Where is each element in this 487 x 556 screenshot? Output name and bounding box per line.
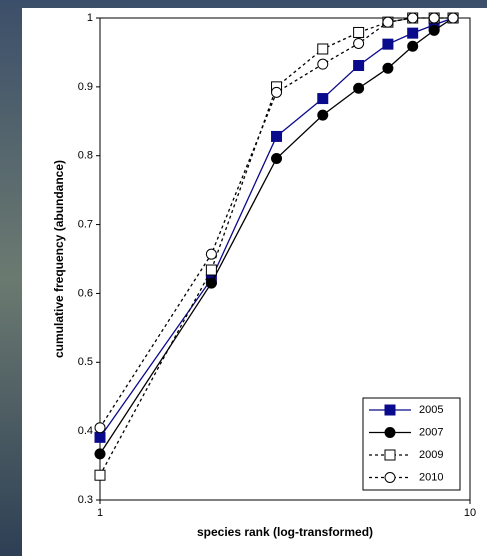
- data-point: [428, 12, 440, 24]
- legend-label: 2007: [419, 426, 443, 438]
- data-point: [353, 82, 365, 94]
- data-point: [271, 152, 283, 164]
- y-tick-label: 0.5: [78, 356, 93, 368]
- y-tick-label: 1: [87, 12, 93, 24]
- data-point: [271, 86, 283, 98]
- y-tick-label: 0.8: [78, 150, 93, 162]
- legend-marker: [384, 404, 396, 416]
- data-point: [353, 60, 365, 72]
- data-point: [271, 130, 283, 142]
- data-point: [382, 38, 394, 50]
- legend-box: [362, 397, 461, 491]
- legend-marker: [384, 427, 396, 438]
- data-point: [94, 422, 106, 434]
- legend-marker: [384, 449, 396, 461]
- data-point: [382, 16, 394, 28]
- x-axis-label: species rank (log-transformed): [197, 525, 373, 539]
- data-point: [407, 27, 419, 39]
- y-tick-label: 0.4: [78, 425, 93, 437]
- legend-label: 2005: [419, 404, 443, 416]
- y-axis-label: cumulative frequency (abundance): [52, 160, 66, 358]
- data-point: [447, 12, 459, 24]
- x-tick-label: 10: [464, 507, 476, 519]
- data-point: [407, 40, 419, 52]
- data-point: [428, 24, 440, 36]
- data-point: [317, 109, 329, 121]
- data-point: [317, 58, 329, 70]
- y-tick-label: 0.6: [78, 287, 93, 299]
- y-tick-label: 0.7: [78, 218, 93, 230]
- data-point: [353, 26, 365, 38]
- legend-label: 2010: [419, 471, 443, 483]
- data-point: [205, 277, 217, 289]
- plot-frame: [99, 17, 471, 501]
- data-point: [317, 93, 329, 105]
- data-point: [94, 431, 106, 443]
- y-tick-label: 0.3: [78, 494, 93, 506]
- data-point: [382, 62, 394, 74]
- data-point: [94, 469, 106, 481]
- y-tick-label: 0.9: [78, 81, 93, 93]
- data-point: [317, 43, 329, 55]
- data-point: [205, 264, 217, 276]
- data-point: [205, 248, 217, 260]
- data-point: [353, 37, 365, 49]
- data-point: [94, 448, 106, 460]
- legend-marker: [384, 472, 396, 483]
- data-point: [407, 12, 419, 24]
- legend-label: 2009: [419, 449, 443, 461]
- x-tick-label: 1: [97, 507, 103, 519]
